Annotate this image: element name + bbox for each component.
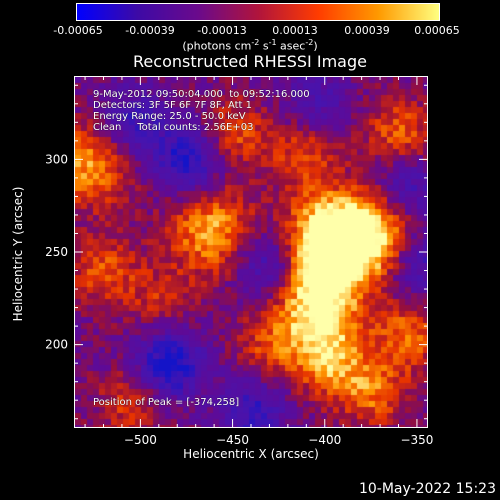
colorbar-tick: 0.00039 xyxy=(344,24,390,37)
footer-timestamp: 10-May-2022 15:23 xyxy=(358,481,496,497)
y-axis-label: Heliocentric Y (arcsec) xyxy=(11,186,25,322)
info-time: 9-May-2012 09:50:04.000 to 09:52:16.000 xyxy=(93,89,310,100)
y-tick-label: 250 xyxy=(45,245,68,259)
y-tick-label: 200 xyxy=(45,338,68,352)
x-axis-label: Heliocentric X (arcsec) xyxy=(183,447,319,461)
heatmap-plot: 9-May-2012 09:50:04.000 to 09:52:16.000 … xyxy=(74,76,428,428)
colorbar-units: (photons cm-2 s-1 asec-2) xyxy=(182,38,318,53)
colorbar-gradient xyxy=(77,4,439,20)
x-tick-label: −400 xyxy=(308,433,341,447)
x-tick-label: −350 xyxy=(400,433,433,447)
info-clean: Clean Total counts: 2.56E+03 xyxy=(93,122,254,133)
info-peak: Position of Peak = [-374,258] xyxy=(93,397,240,408)
colorbar-tick: 0.00065 xyxy=(414,24,460,37)
info-energy: Energy Range: 25.0 - 50.0 keV xyxy=(93,111,246,122)
colorbar xyxy=(76,3,440,21)
colorbar-tick: -0.00013 xyxy=(197,24,247,37)
chart-title: Reconstructed RHESSI Image xyxy=(133,52,367,71)
x-tick-label: −450 xyxy=(216,433,249,447)
info-detectors: Detectors: 3F 5F 6F 7F 8F, Att 1 xyxy=(93,100,253,111)
y-tick-label: 300 xyxy=(45,152,68,166)
colorbar-tick: -0.00065 xyxy=(53,24,103,37)
x-tick-label: −500 xyxy=(124,433,157,447)
heatmap-image xyxy=(75,77,427,427)
colorbar-tick: 0.00013 xyxy=(272,24,318,37)
colorbar-tick: -0.00039 xyxy=(125,24,175,37)
